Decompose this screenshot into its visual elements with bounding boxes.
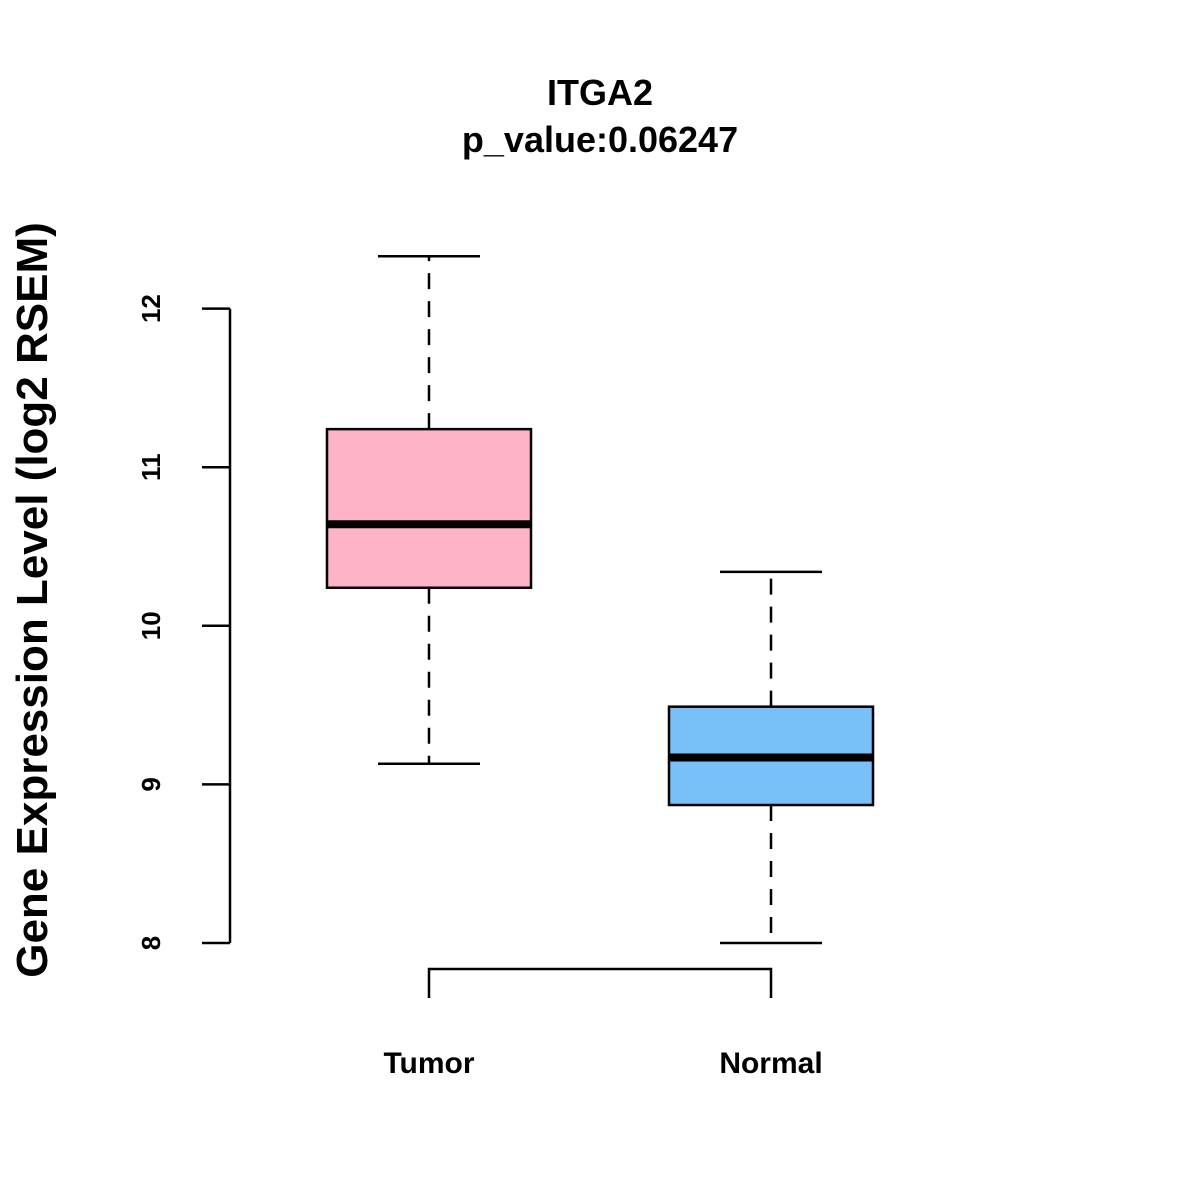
y-axis-label: Gene Expression Level (log2 RSEM): [8, 222, 57, 978]
x-category-label: Normal: [719, 1047, 822, 1080]
y-tick-label: 10: [136, 611, 166, 640]
y-tick-label: 8: [136, 936, 166, 950]
box-tumor: [325, 255, 533, 766]
x-axis-categories: Tumor Normal: [383, 1047, 822, 1080]
boxes: [325, 255, 875, 945]
x-category-label: Tumor: [383, 1047, 474, 1080]
comparison-bracket: [427, 967, 773, 998]
y-tick-label: 9: [136, 777, 166, 791]
chart-title: ITGA2: [547, 72, 653, 113]
y-tick-label: 11: [136, 453, 166, 481]
chart-subtitle: p_value:0.06247: [462, 119, 738, 160]
y-tick-label: 12: [136, 294, 166, 323]
bracket-line: [427, 967, 773, 998]
iqr-box: [325, 427, 533, 589]
y-axis: 8 9 10 11 12: [136, 294, 232, 950]
box-normal: [667, 570, 875, 945]
